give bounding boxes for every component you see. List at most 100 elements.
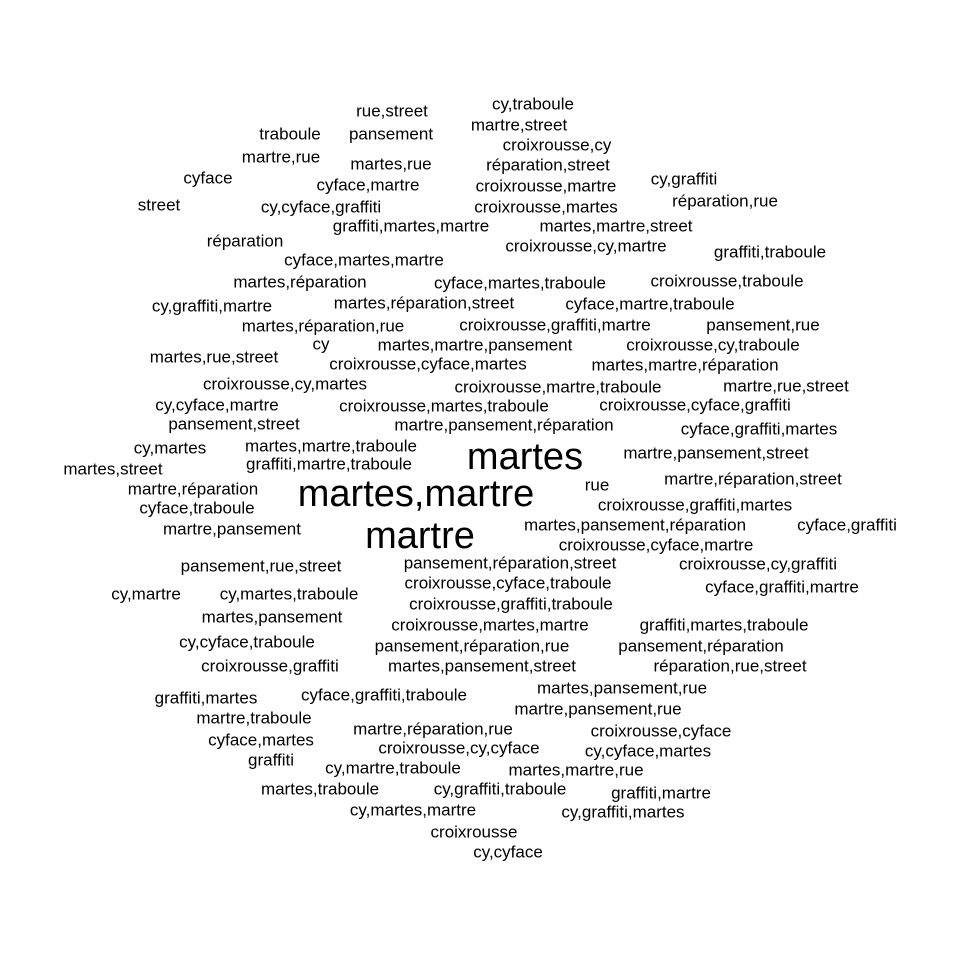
word-martre-street: martre,street bbox=[470, 115, 568, 135]
word-martes-reparation: martes,réparation bbox=[233, 272, 367, 292]
word-croixrousse-cy-martes: croixrousse,cy,martes bbox=[202, 374, 368, 394]
word-cy-martes: cy,martes bbox=[133, 438, 207, 458]
word-martes-martre: martes,martre bbox=[297, 473, 535, 515]
word-martes: martes bbox=[466, 436, 584, 478]
word-graffiti-martes-traboule: graffiti,martes,traboule bbox=[639, 615, 809, 635]
word-croixrousse-martre-traboule: croixrousse,martre,traboule bbox=[454, 377, 662, 397]
word-croixrousse-cy-cyface: croixrousse,cy,cyface bbox=[378, 738, 540, 758]
word-pansement-reparation: pansement,réparation bbox=[618, 636, 784, 656]
word-rue: rue bbox=[584, 475, 610, 495]
word-croixrousse-martes-traboule: croixrousse,martes,traboule bbox=[339, 396, 549, 416]
word-croixrousse-graffiti-martre: croixrousse,graffiti,martre bbox=[459, 315, 651, 335]
word-croixrousse-cy-traboule: croixrousse,cy,traboule bbox=[626, 335, 800, 355]
word-cy-cyface-martes: cy,cyface,martes bbox=[584, 741, 712, 761]
word-cyface-graffiti-martre: cyface,graffiti,martre bbox=[705, 577, 859, 597]
word-croixrousse-cy-graffiti: croixrousse,cy,graffiti bbox=[678, 554, 838, 574]
word-martes-martre-pansement: martes,martre,pansement bbox=[377, 335, 573, 355]
word-martre-pansement: martre,pansement bbox=[163, 519, 301, 539]
word-martre: martre bbox=[365, 515, 475, 557]
word-martes-martre-reparation: martes,martre,réparation bbox=[591, 355, 779, 375]
word-martre-rue: martre,rue bbox=[241, 147, 321, 167]
word-martes-reparation-street: martes,réparation,street bbox=[333, 293, 515, 313]
word-pansement-street: pansement,street bbox=[168, 414, 300, 434]
word-cyface: cyface bbox=[183, 168, 233, 188]
word-cyface-traboule: cyface,traboule bbox=[139, 498, 255, 518]
word-martre-pansement-reparation: martre,pansement,réparation bbox=[394, 415, 614, 435]
word-croixrousse-cyface-martre: croixrousse,cyface,martre bbox=[558, 535, 754, 555]
word-martes-pansement: martes,pansement bbox=[201, 607, 343, 627]
word-croixrousse-martes: croixrousse,martes bbox=[474, 197, 618, 217]
word-cyface-graffiti: cyface,graffiti bbox=[797, 515, 897, 535]
word-croixrousse-traboule: croixrousse,traboule bbox=[650, 271, 804, 291]
word-cy-cyface-traboule: cy,cyface,traboule bbox=[179, 632, 315, 652]
word-cyface-martes-traboule: cyface,martes,traboule bbox=[434, 273, 606, 293]
word-croixrousse-graffiti: croixrousse,graffiti bbox=[201, 656, 339, 676]
word-cy-graffiti-martre: cy,graffiti,martre bbox=[151, 296, 273, 316]
word-martes-reparation-rue: martes,réparation,rue bbox=[241, 316, 405, 336]
word-croixrousse-graffiti-traboule: croixrousse,graffiti,traboule bbox=[409, 594, 613, 614]
word-cy-cyface-graffiti: cy,cyface,graffiti bbox=[260, 197, 382, 217]
word-cyface-martes: cyface,martes bbox=[208, 730, 314, 750]
word-cyface-martre: cyface,martre bbox=[316, 175, 420, 195]
word-martre-pansement-rue: martre,pansement,rue bbox=[514, 699, 682, 719]
word-croixrousse-martes-martre: croixrousse,martes,martre bbox=[391, 615, 589, 635]
word-cy-martes-traboule: cy,martes,traboule bbox=[219, 584, 359, 604]
word-cy: cy bbox=[312, 334, 330, 354]
word-graffiti: graffiti bbox=[248, 750, 294, 770]
word-martes-pansement-street: martes,pansement,street bbox=[387, 656, 577, 676]
word-street: street bbox=[137, 195, 181, 215]
word-graffiti-martes: graffiti,martes bbox=[154, 688, 258, 708]
word-pansement-rue: pansement,rue bbox=[706, 315, 820, 335]
word-cyface-martes-martre: cyface,martes,martre bbox=[284, 250, 444, 270]
word-cy-graffiti: cy,graffiti bbox=[650, 169, 718, 189]
word-croixrousse-graffiti-martes: croixrousse,graffiti,martes bbox=[597, 495, 793, 515]
word-martre-reparation: martre,réparation bbox=[127, 479, 259, 499]
word-cy-graffiti-martes: cy,graffiti,martes bbox=[561, 802, 685, 822]
word-martre-reparation-rue: martre,réparation,rue bbox=[353, 719, 513, 739]
word-martes-rue-street: martes,rue,street bbox=[149, 347, 279, 367]
word-graffiti-martre-traboule: graffiti,martre,traboule bbox=[246, 454, 412, 474]
word-reparation-rue-street: réparation,rue,street bbox=[653, 656, 807, 676]
word-martes-pansement-reparation: martes,pansement,réparation bbox=[523, 515, 747, 535]
word-cyface-martre-traboule: cyface,martre,traboule bbox=[565, 294, 735, 314]
word-cy-cyface-martre: cy,cyface,martre bbox=[155, 395, 279, 415]
word-cy-traboule: cy,traboule bbox=[492, 94, 574, 114]
word-reparation-rue: réparation,rue bbox=[672, 191, 778, 211]
word-croixrousse-martre: croixrousse,martre bbox=[475, 176, 617, 196]
word-cyface-graffiti-martes: cyface,graffiti,martes bbox=[680, 419, 838, 439]
word-martes-martre-traboule: martes,martre,traboule bbox=[245, 436, 417, 456]
word-cy-martre-traboule: cy,martre,traboule bbox=[325, 758, 461, 778]
word-martre-traboule: martre,traboule bbox=[196, 708, 312, 728]
word-cy-graffiti-traboule: cy,graffiti,traboule bbox=[433, 779, 567, 799]
word-graffiti-traboule: graffiti,traboule bbox=[713, 242, 827, 262]
word-cy-martre: cy,martre bbox=[111, 584, 181, 604]
word-martes-martre-rue: martes,martre,rue bbox=[508, 760, 644, 780]
word-traboule: traboule bbox=[259, 124, 321, 144]
word-croixrousse-cy: croixrousse,cy bbox=[502, 135, 612, 155]
word-reparation-street: réparation,street bbox=[486, 155, 610, 175]
word-pansement-rue-street: pansement,rue,street bbox=[180, 556, 342, 576]
word-croixrousse-cyface-martes: croixrousse,cyface,martes bbox=[329, 354, 527, 374]
word-pansement: pansement bbox=[348, 124, 434, 144]
word-martes-pansement-rue: martes,pansement,rue bbox=[536, 678, 708, 698]
word-cyface-graffiti-traboule: cyface,graffiti,traboule bbox=[301, 685, 467, 705]
word-cy-martes-martre: cy,martes,martre bbox=[349, 800, 477, 820]
word-rue-street: rue,street bbox=[356, 101, 428, 121]
word-pansement-reparation-rue: pansement,réparation,rue bbox=[374, 636, 570, 656]
word-martes-traboule: martes,traboule bbox=[260, 779, 380, 799]
word-cy-cyface: cy,cyface bbox=[473, 842, 543, 862]
word-martre-reparation-street: martre,réparation,street bbox=[664, 469, 842, 489]
word-martes-martre-street: martes,martre,street bbox=[539, 216, 693, 236]
word-martes-rue: martes,rue bbox=[350, 154, 432, 174]
word-croixrousse: croixrousse bbox=[430, 822, 518, 842]
word-martre-pansement-street: martre,pansement,street bbox=[623, 443, 809, 463]
word-croixrousse-cy-martre: croixrousse,cy,martre bbox=[505, 236, 667, 256]
word-croixrousse-cyface-traboule: croixrousse,cyface,traboule bbox=[404, 573, 612, 593]
word-reparation: réparation bbox=[206, 231, 284, 251]
word-croixrousse-cyface-graffiti: croixrousse,cyface,graffiti bbox=[599, 395, 791, 415]
word-graffiti-martes-martre: graffiti,martes,martre bbox=[332, 216, 490, 236]
word-martes-street: martes,street bbox=[63, 459, 163, 479]
word-graffiti-martre: graffiti,martre bbox=[611, 783, 711, 803]
word-croixrousse-cyface: croixrousse,cyface bbox=[590, 721, 732, 741]
